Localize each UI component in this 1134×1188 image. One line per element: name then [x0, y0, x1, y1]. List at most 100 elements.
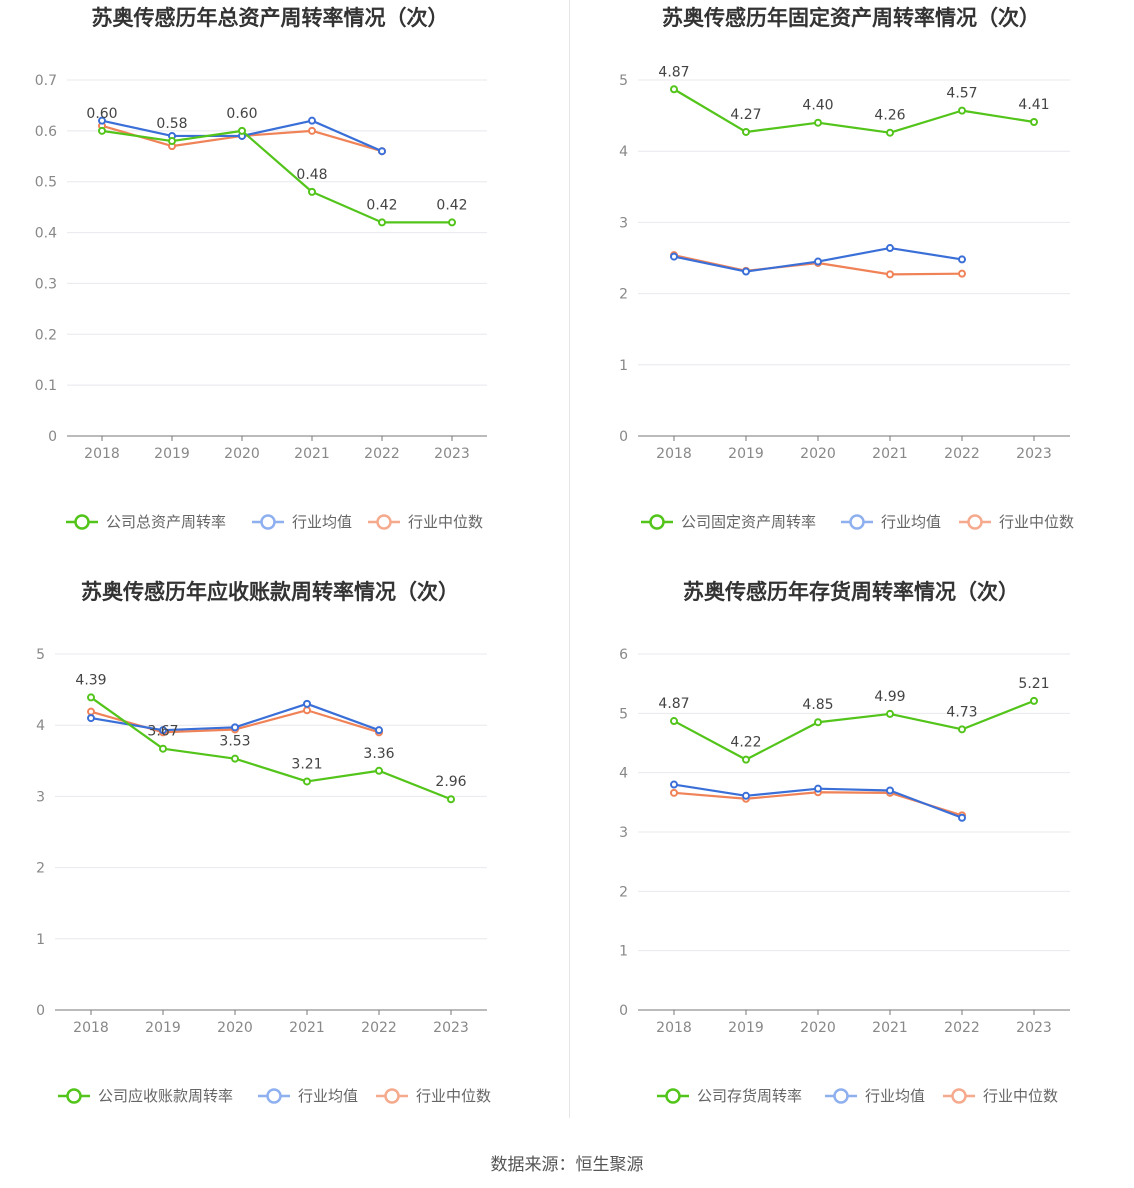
- y-tick-label: 4: [619, 144, 628, 160]
- data-point-avg[interactable]: [87, 714, 95, 723]
- legend-item-company[interactable]: 公司应收账款周转率: [58, 1087, 233, 1105]
- data-point-company[interactable]: [87, 693, 95, 702]
- y-tick-label: 0.6: [35, 124, 57, 140]
- legend-item-avg[interactable]: 行业均值: [252, 513, 352, 531]
- x-tick-label: 2021: [289, 1020, 325, 1036]
- y-tick-label: 0.4: [35, 226, 57, 242]
- data-label: 0.42: [436, 197, 467, 213]
- data-point-company[interactable]: [303, 777, 311, 786]
- y-tick-label: 5: [619, 73, 628, 89]
- data-label: 5.21: [1018, 676, 1049, 692]
- data-point-company[interactable]: [447, 795, 455, 804]
- data-point-company[interactable]: [886, 709, 894, 718]
- data-point-company[interactable]: [670, 717, 678, 726]
- data-point-median[interactable]: [87, 707, 95, 716]
- legend-item-company[interactable]: 公司总资产周转率: [66, 513, 226, 531]
- data-label: 4.57: [946, 86, 977, 102]
- legend-label: 公司存货周转率: [697, 1087, 802, 1105]
- data-point-company[interactable]: [1030, 696, 1038, 705]
- legend-label: 行业中位数: [408, 513, 483, 531]
- chart-svg: 苏奥传感历年固定资产周转率情况（次） 0 1 2 3 4 5 2018 2019 2020 2021…: [619, 6, 1074, 531]
- data-point-avg[interactable]: [742, 791, 750, 800]
- data-point-avg[interactable]: [814, 784, 822, 793]
- legend-item-company[interactable]: 公司固定资产周转率: [641, 513, 816, 531]
- chart-receivables-turnover: 苏奥传感历年应收账款周转率情况（次） 0 1 2 3 4 5 2018 2019 2020 2021…: [0, 574, 567, 1148]
- x-tick-label: 2019: [145, 1020, 181, 1036]
- data-point-avg[interactable]: [159, 726, 167, 735]
- data-point-company[interactable]: [742, 755, 750, 764]
- data-point-avg[interactable]: [308, 116, 316, 125]
- data-point-company[interactable]: [448, 218, 456, 227]
- y-tick-label: 3: [619, 825, 628, 841]
- legend-label: 行业均值: [881, 513, 941, 531]
- data-label: 0.48: [296, 167, 327, 183]
- data-point-avg[interactable]: [375, 726, 383, 735]
- legend-marker-icon: [376, 514, 392, 530]
- legend-item-median[interactable]: 行业中位数: [943, 1087, 1058, 1105]
- y-tick-label: 0: [36, 1003, 45, 1019]
- data-point-company[interactable]: [1030, 118, 1038, 127]
- y-tick-label: 2: [619, 884, 628, 900]
- legend-item-avg[interactable]: 行业均值: [841, 513, 941, 531]
- data-point-company[interactable]: [958, 106, 966, 115]
- legend-item-median[interactable]: 行业中位数: [368, 513, 483, 531]
- data-label: 4.87: [658, 696, 689, 712]
- x-tick-label: 2020: [217, 1020, 253, 1036]
- data-point-company[interactable]: [308, 187, 316, 196]
- data-point-avg[interactable]: [231, 723, 239, 732]
- legend-item-company[interactable]: 公司存货周转率: [657, 1087, 802, 1105]
- data-point-avg[interactable]: [670, 252, 678, 261]
- data-point-avg[interactable]: [303, 699, 311, 708]
- data-point-avg[interactable]: [958, 255, 966, 264]
- data-point-median[interactable]: [308, 126, 316, 135]
- x-tick-label: 2019: [154, 446, 190, 462]
- x-tick-label: 2019: [728, 446, 764, 462]
- data-label: 3.36: [363, 746, 394, 762]
- data-point-median[interactable]: [670, 788, 678, 797]
- data-label: 0.60: [226, 106, 257, 122]
- data-point-avg[interactable]: [98, 116, 106, 125]
- data-point-company[interactable]: [886, 128, 894, 137]
- y-tick-label: 0: [619, 429, 628, 445]
- data-point-avg[interactable]: [742, 267, 750, 276]
- data-point-company[interactable]: [98, 126, 106, 135]
- data-point-avg[interactable]: [958, 813, 966, 822]
- chart-total-asset-turnover: 苏奥传感历年总资产周转率情况（次） 0 0.1 0.2 0.3 0.4 0.5 0.6 0.7 2…: [0, 0, 567, 574]
- data-point-company[interactable]: [159, 744, 167, 753]
- data-point-company[interactable]: [378, 218, 386, 227]
- x-tick-label: 2019: [728, 1020, 764, 1036]
- x-tick-label: 2023: [1016, 446, 1052, 462]
- data-point-median[interactable]: [886, 270, 894, 279]
- data-point-avg[interactable]: [378, 147, 386, 156]
- data-point-median[interactable]: [303, 706, 311, 715]
- chart-title: 苏奥传感历年应收账款周转率情况（次）: [81, 580, 459, 604]
- data-point-avg[interactable]: [814, 257, 822, 266]
- y-tick-label: 4: [619, 766, 628, 782]
- data-point-median[interactable]: [958, 269, 966, 278]
- legend-item-median[interactable]: 行业中位数: [376, 1087, 491, 1105]
- legend-label: 公司应收账款周转率: [98, 1087, 233, 1105]
- chart-inventory-turnover: 苏奥传感历年存货周转率情况（次） 0 1 2 3 4 5 6 2018 2019 2020 2021 2…: [567, 574, 1134, 1148]
- data-point-company[interactable]: [168, 137, 176, 146]
- data-point-company[interactable]: [742, 127, 750, 136]
- x-tick-label: 2020: [800, 1020, 836, 1036]
- data-label: 4.99: [874, 689, 905, 705]
- data-point-company[interactable]: [958, 725, 966, 734]
- data-point-company[interactable]: [238, 126, 246, 135]
- data-source: 数据来源：恒生聚源: [490, 1155, 644, 1175]
- data-point-avg[interactable]: [670, 780, 678, 789]
- series-line-company: [101, 129, 452, 224]
- data-point-company[interactable]: [375, 766, 383, 775]
- data-point-company[interactable]: [814, 718, 822, 727]
- data-point-company[interactable]: [814, 118, 822, 127]
- legend-item-median[interactable]: 行业中位数: [959, 513, 1074, 531]
- data-point-company[interactable]: [231, 754, 239, 763]
- legend-label: 公司固定资产周转率: [681, 513, 816, 531]
- data-point-avg[interactable]: [886, 244, 894, 253]
- y-tick-label: 0: [48, 429, 57, 445]
- legend-item-avg[interactable]: 行业均值: [825, 1087, 925, 1105]
- data-point-avg[interactable]: [886, 786, 894, 795]
- chart-title: 苏奥传感历年固定资产周转率情况（次）: [662, 6, 1040, 30]
- legend-item-avg[interactable]: 行业均值: [258, 1087, 358, 1105]
- data-point-company[interactable]: [670, 85, 678, 94]
